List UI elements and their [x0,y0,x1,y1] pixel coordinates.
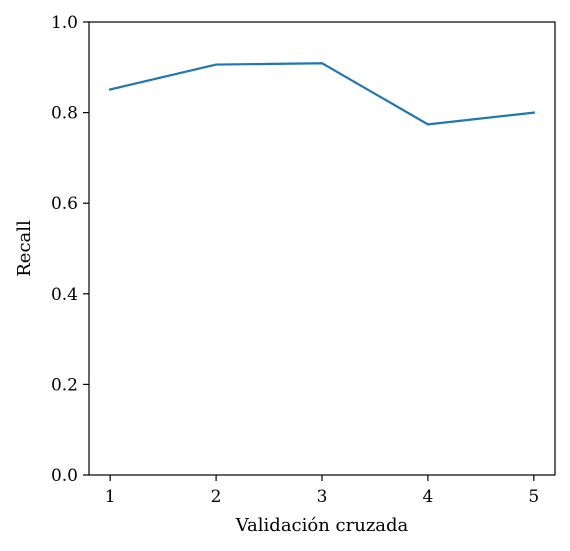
y-axis-ticks: 0.0 0.2 0.4 0.6 0.8 1.0 [51,13,89,486]
y-tick-label: 0.4 [51,285,78,305]
x-tick-label: 2 [211,487,222,507]
x-tick-label: 3 [317,487,328,507]
y-tick-label: 0.6 [51,194,78,214]
y-tick-label: 0.2 [51,375,78,395]
x-tick-label: 4 [422,487,433,507]
y-axis-label: Recall [14,220,35,277]
axes-frame [88,21,556,476]
x-axis-ticks: 1 2 3 4 5 [105,475,539,507]
y-tick-label: 1.0 [51,13,78,33]
y-tick-label: 0.8 [51,104,78,124]
x-tick-label: 1 [105,487,116,507]
y-tick-label: 0.0 [51,466,78,486]
series-line-recall [108,62,536,126]
x-axis-label: Validación cruzada [235,515,409,536]
x-tick-label: 5 [528,487,539,507]
